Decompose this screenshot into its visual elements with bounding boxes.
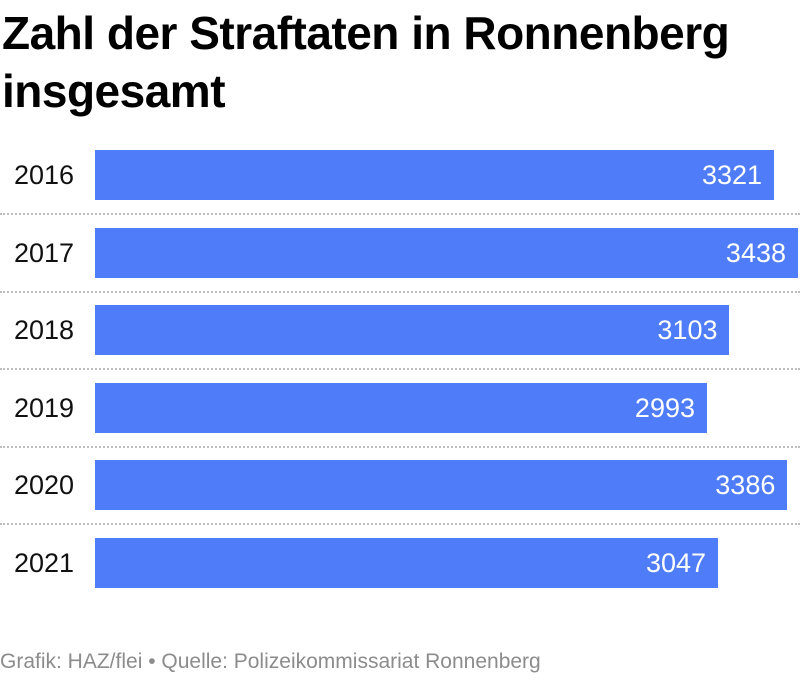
row-divider [0,290,800,293]
bar-value-label: 3438 [725,237,786,268]
row-divider [0,523,800,526]
row-divider [0,368,800,371]
bar-2017: 3438 [95,227,798,278]
bar-2020: 3386 [95,460,788,511]
category-label: 2017 [14,237,75,268]
category-label: 2021 [14,548,75,578]
bar-value-label: 3047 [645,548,707,578]
bar-2016: 3321 [95,150,775,200]
category-label: 2020 [14,470,75,501]
chart-title: Zahl der Straftaten in Ronnenberg insges… [2,7,730,117]
category-label: 2019 [14,392,75,423]
category-label: 2016 [14,160,75,190]
bar-2021: 3047 [95,538,719,588]
chart-source-footer: Grafik: HAZ/flei • Quelle: Polizeikommis… [0,650,541,673]
bar-value-label: 3103 [657,315,718,346]
row-divider [0,213,800,215]
bar-value-label: 3386 [715,470,776,501]
bar-value-label: 2993 [634,392,695,423]
bar-2018: 3103 [95,305,730,356]
row-divider [0,445,800,448]
category-label: 2018 [14,315,75,346]
bar-2019: 2993 [95,382,707,433]
bar-value-label: 3321 [701,160,763,190]
